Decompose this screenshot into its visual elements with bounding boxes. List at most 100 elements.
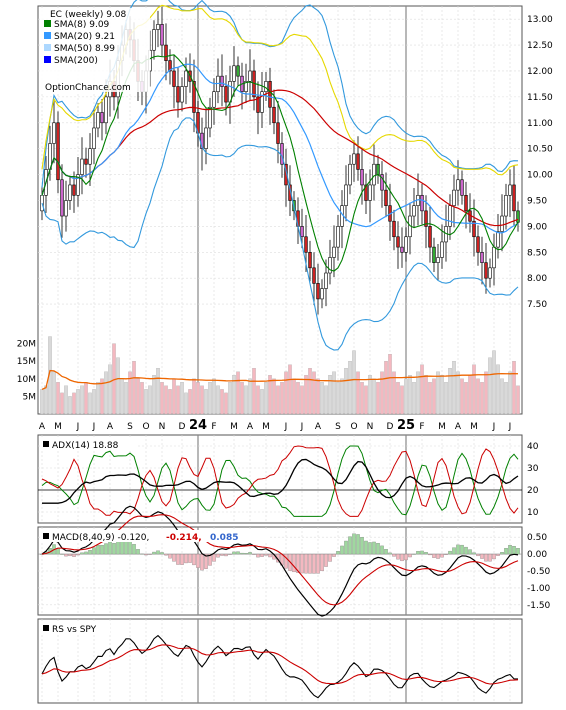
adx-minus-di-line [41,445,519,517]
rs-average-line [41,644,519,685]
volume-bar [404,378,408,415]
volume-bar [320,382,324,415]
macd-histogram-bar [500,552,504,555]
volume-bar [88,392,92,415]
macd-histogram-bar [104,543,108,555]
macd-histogram-bar [416,551,420,555]
x-tick-label: A [247,422,254,432]
volume-bar [452,361,456,415]
macd-histogram-bar [160,552,164,555]
candle-body [100,112,104,124]
x-tick-label: M [54,422,62,432]
volume-bar [60,392,64,415]
indicator-lines [40,0,520,699]
macd-histogram-bar [476,553,480,557]
candle-body [56,122,60,181]
volume-bar [284,371,288,415]
volume-bar [196,382,200,415]
macd-histogram-bar [348,536,352,555]
volume-bar [212,378,216,415]
macd-histogram-bar [224,553,228,557]
x-tick-label: D [387,422,394,432]
x-tick-label: O [142,422,149,432]
macd-histogram-bar [452,547,456,555]
candle-body [192,81,196,113]
candle-body [168,60,172,72]
volume-bar [256,385,260,415]
x-tick-label: 25 [397,418,415,433]
macd-histogram-bar [420,550,424,555]
volume-bar [132,361,136,415]
adx-line [42,458,519,504]
volume-bar [184,392,188,415]
volume-bar [240,382,244,415]
macd-histogram-bar [68,553,72,557]
macd-histogram-bar [64,553,68,557]
candle-body [516,210,520,223]
volume-bar [512,361,516,415]
macd-tick-label: -1.50 [527,601,551,611]
volume-bar [440,375,444,415]
macd-histogram-bar [320,553,324,572]
macd-histogram-bar [196,553,200,568]
macd-histogram-bar [264,553,268,556]
candle-body [160,24,164,46]
macd-histogram-bar [168,553,172,559]
volume-bar [476,378,480,415]
candle-body [320,288,324,300]
candle-body [432,246,436,263]
x-tick-label: S [335,422,341,432]
volume-bar [516,385,520,415]
candle-body [96,112,100,129]
volume-bar [208,382,212,415]
candle-body [88,148,92,165]
macd-histogram-bar [212,553,216,562]
macd-histogram-bar [440,553,444,558]
volume-bar [416,371,420,415]
volume-tick-label: 20M [17,340,36,350]
macd-histogram-bar [136,549,140,555]
candle-body [512,184,516,212]
candle-body [104,96,108,124]
macd-histogram-bar [100,545,104,555]
macd-histogram-bar [504,548,508,555]
macd-histogram-bar [448,550,452,555]
candle-body [316,283,320,300]
macd-histogram-bar [468,549,472,555]
macd-histogram-bar [332,553,336,557]
candle-body [452,189,456,206]
macd-histogram-bar [116,541,120,555]
volume-bar [304,375,308,415]
candle-body [392,220,396,238]
volume-bar [76,389,80,415]
volume-bar [408,375,412,415]
volume-bar [332,371,336,415]
rs-label: RS vs SPY [52,625,97,635]
macd-histogram-bar [60,553,64,555]
macd-histogram-bar [456,544,460,555]
macd-histogram-bar [80,552,84,555]
candle-body [204,127,208,149]
macd-histogram-bar [284,553,288,569]
macd-histogram-bar [108,541,112,555]
price-tick-label: 12.50 [527,41,553,51]
candle-body [164,44,168,61]
candle-body [92,127,96,149]
candle-body [76,174,80,196]
volume-bar [340,378,344,415]
macd-histogram-bar [72,553,76,557]
volume-bar [216,385,220,415]
macd-label-group: MACD(8,40,9) -0.120, -0.214, 0.085 [40,530,268,543]
candle-body [84,158,88,165]
candle-body [344,184,348,206]
macd-tick-label: -1.00 [527,584,551,594]
candle-body [472,220,476,238]
candle-body [436,257,440,263]
candle-body [508,184,512,196]
volume-bar [288,364,292,415]
volume-bar [160,382,164,415]
volume-bar [308,368,312,415]
macd-histogram-bar [324,553,328,567]
macd-histogram-bar [268,553,272,558]
candle-body [300,226,304,238]
